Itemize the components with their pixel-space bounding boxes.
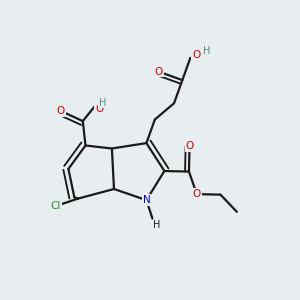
Text: O: O — [185, 142, 194, 152]
Text: H: H — [203, 46, 211, 56]
Text: N: N — [142, 195, 150, 205]
Text: O: O — [154, 67, 163, 76]
Text: Cl: Cl — [50, 201, 61, 211]
Text: H: H — [153, 220, 161, 230]
Text: H: H — [99, 98, 106, 108]
Text: O: O — [56, 106, 65, 116]
Text: O: O — [192, 50, 200, 60]
Text: O: O — [193, 189, 201, 199]
Text: O: O — [95, 104, 103, 114]
